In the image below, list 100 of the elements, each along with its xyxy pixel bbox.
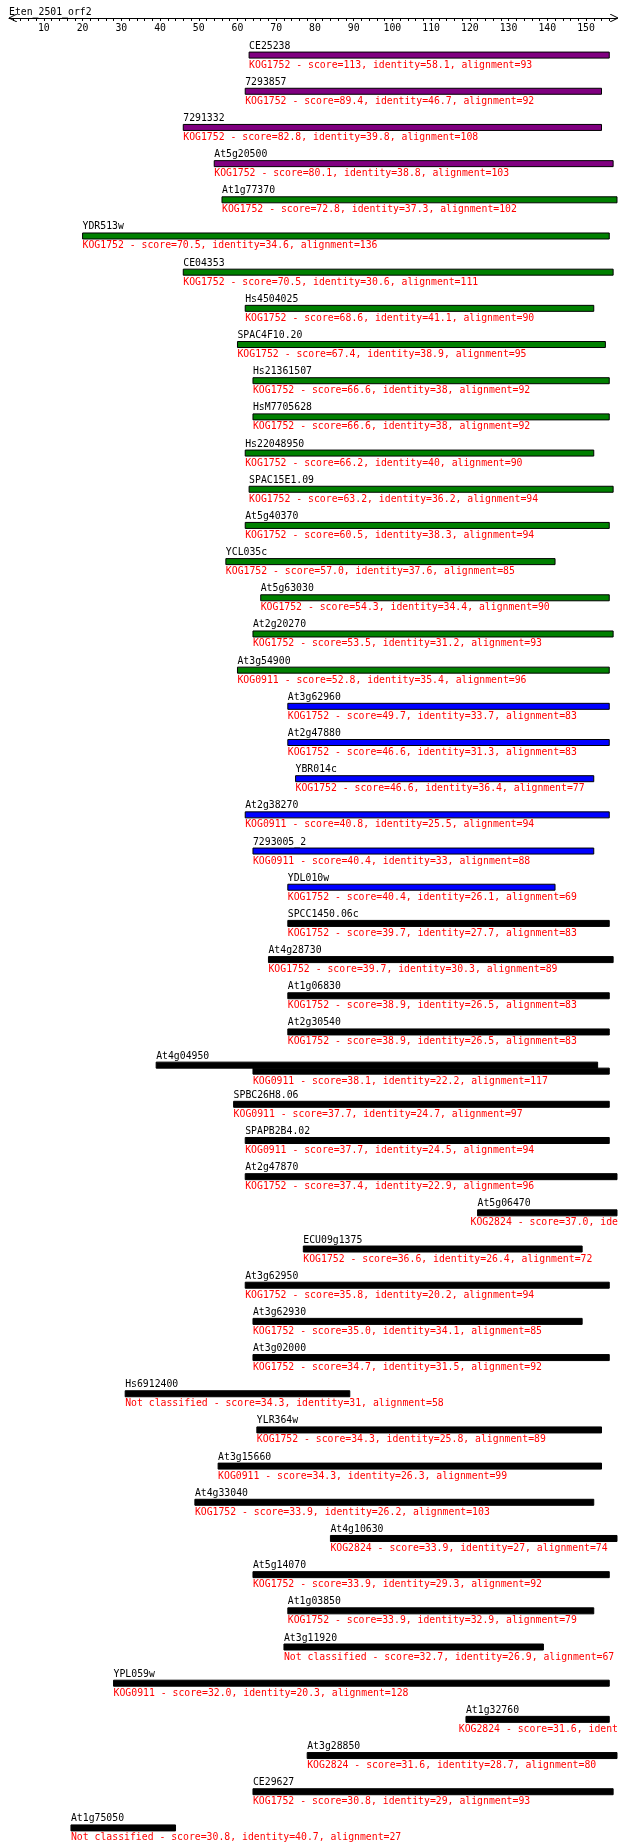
data-label: KOG1752 - score=72.8, identity=37.3, alignment=102 (221, 203, 518, 215)
y-tick-label: At3g15660 (218, 1450, 272, 1462)
data-label: Not classified - score=34.3, identity=31, alignment=58 (125, 1397, 444, 1409)
bar (244, 811, 610, 819)
bar (252, 1788, 614, 1796)
bar (283, 1643, 544, 1651)
y-tick-label: At3g62950 (245, 1269, 299, 1281)
data-label: KOG1752 - score=33.9, identity=32.9, alignment=79 (287, 1614, 577, 1626)
data-label: KOG0911 - score=37.7, identity=24.5, alignment=94 (245, 1143, 535, 1155)
x-tick-label: 150 (577, 21, 595, 33)
bar (306, 1752, 618, 1760)
data-label: KOG1752 - score=68.6, identity=41.1, alignment=90 (245, 311, 535, 323)
data-label: KOG1752 - score=66.6, identity=38, alignment=92 (252, 420, 531, 432)
bar (124, 1390, 351, 1398)
data-label: KOG1752 - score=60.5, identity=38.3, alignment=94 (245, 528, 535, 540)
bar (82, 232, 610, 240)
bar (244, 521, 610, 529)
y-tick-label: At4g10630 (330, 1522, 384, 1534)
bar (477, 1209, 618, 1217)
data-label: KOG1752 - score=38.9, identity=26.5, alignment=83 (287, 999, 577, 1011)
y-tick-label: CE29627 (252, 1776, 295, 1788)
bar (217, 1462, 603, 1470)
y-tick-label: At5g63030 (260, 582, 314, 594)
data-label: KOG1752 - score=40.4, identity=26.1, alignment=69 (287, 890, 577, 902)
bar (252, 1317, 583, 1325)
y-tick-label: At1g32760 (465, 1703, 520, 1715)
y-tick-label: Hs21361507 (252, 365, 313, 377)
bar (182, 123, 603, 131)
bar (252, 413, 610, 421)
y-tick-label: CE25238 (249, 39, 291, 51)
data-label: Not classified - score=30.8, identity=40.7, alignment=27 (70, 1831, 402, 1843)
data-label: KOG1752 - score=70.5, identity=34.6, alignment=136 (82, 239, 378, 251)
data-label: KOG0911 - score=52.8, identity=35.4, alignment=96 (237, 673, 527, 685)
x-tick-label: 50 (192, 21, 205, 33)
y-tick-label: YPL059w (113, 1667, 155, 1679)
bar (465, 1715, 610, 1723)
bar (213, 160, 614, 168)
data-label: KOG1752 - score=39.7, identity=30.3, alignment=89 (268, 963, 558, 975)
y-tick-label: ECU09g1375 (303, 1233, 363, 1245)
y-tick-label: At2g47870 (245, 1161, 299, 1173)
x-tick-label: 90 (347, 21, 360, 33)
data-label: KOG1752 - score=66.2, identity=40, alignment=90 (245, 456, 523, 468)
x-tick-label: 120 (460, 21, 479, 33)
bar (236, 666, 610, 674)
y-tick-label: 7291332 (183, 111, 225, 123)
bar (267, 956, 614, 964)
y-tick-label: YBR014c (295, 763, 337, 775)
bar (252, 1354, 610, 1362)
x-tick-label: 40 (154, 21, 167, 33)
data-label: KOG1752 - score=53.5, identity=31.2, alignment=93 (252, 637, 543, 649)
y-tick-label: At1g06830 (287, 980, 342, 992)
y-tick-label: At4g33040 (194, 1486, 249, 1498)
data-label: KOG1752 - score=33.9, identity=26.2, alignment=103 (194, 1505, 490, 1517)
data-label: KOG0911 - score=40.8, identity=25.5, alignment=94 (245, 818, 535, 830)
bar (252, 847, 595, 855)
y-tick-label: At3g62930 (252, 1305, 307, 1317)
bar (256, 1426, 603, 1434)
y-tick-label: HsM7705628 (252, 401, 313, 413)
y-tick-label: At5g40370 (245, 509, 299, 521)
y-tick-label: 7293857 (245, 75, 287, 87)
y-tick-label: At2g47880 (287, 727, 342, 739)
y-tick-label: At3g11920 (283, 1631, 338, 1643)
bar (329, 1534, 618, 1542)
data-label: KOG1752 - score=39.7, identity=27.7, alignment=83 (287, 926, 577, 938)
y-tick-label: At1g03850 (287, 1595, 342, 1607)
y-tick-label: Hs22048950 (245, 437, 305, 449)
bar (287, 1028, 610, 1036)
y-tick-label: 7293005_2 (252, 835, 307, 848)
data-label: KOG1752 - score=36.6, identity=26.4, alignment=72 (303, 1252, 593, 1264)
y-tick-label: SPAPB2B4.02 (245, 1124, 311, 1136)
y-tick-label: YDL010w (287, 871, 330, 883)
bar (252, 1571, 610, 1579)
y-tick-label: At3g02000 (252, 1342, 307, 1354)
y-tick-label: At5g06470 (477, 1197, 531, 1209)
y-tick-label: SPAC15E1.09 (249, 473, 315, 485)
bar (252, 630, 614, 638)
y-tick-label: Hs4504025 (245, 292, 299, 304)
data-label: KOG2824 - score=31.6, ident (458, 1722, 619, 1734)
x-tick-label: 140 (538, 21, 557, 33)
data-label: KOG1752 - score=37.4, identity=22.9, alignment=96 (245, 1180, 535, 1192)
data-label: KOG1752 - score=67.4, identity=38.9, alignment=95 (237, 348, 527, 360)
x-tick-label: 130 (499, 21, 518, 33)
bar (287, 919, 610, 927)
data-label: KOG1752 - score=34.7, identity=31.5, alignment=92 (252, 1361, 543, 1373)
y-tick-label: At2g30540 (287, 1016, 342, 1028)
data-label: KOG1752 - score=33.9, identity=29.3, alignment=92 (252, 1578, 543, 1590)
bar (260, 594, 610, 602)
y-tick-label: At3g28850 (307, 1740, 361, 1752)
bar (248, 485, 614, 493)
data-label: KOG2824 - score=33.9, identity=27, alignment=74 (330, 1541, 608, 1553)
bar (302, 1245, 583, 1253)
data-label: KOG1752 - score=57.0, identity=37.6, alignment=85 (225, 565, 515, 577)
bar (70, 1824, 177, 1832)
bar (244, 1281, 610, 1289)
x-tick-label: 10 (37, 21, 50, 33)
data-label: KOG0911 - score=37.7, identity=24.7, alignment=97 (233, 1107, 523, 1119)
data-label: KOG1752 - score=113, identity=58.1, alignment=93 (249, 58, 533, 70)
data-label: KOG2824 - score=31.6, identity=28.7, alignment=80 (307, 1759, 597, 1771)
data-label: Not classified - score=32.7, identity=26.9, alignment=67 (283, 1650, 615, 1662)
bar (287, 702, 610, 710)
